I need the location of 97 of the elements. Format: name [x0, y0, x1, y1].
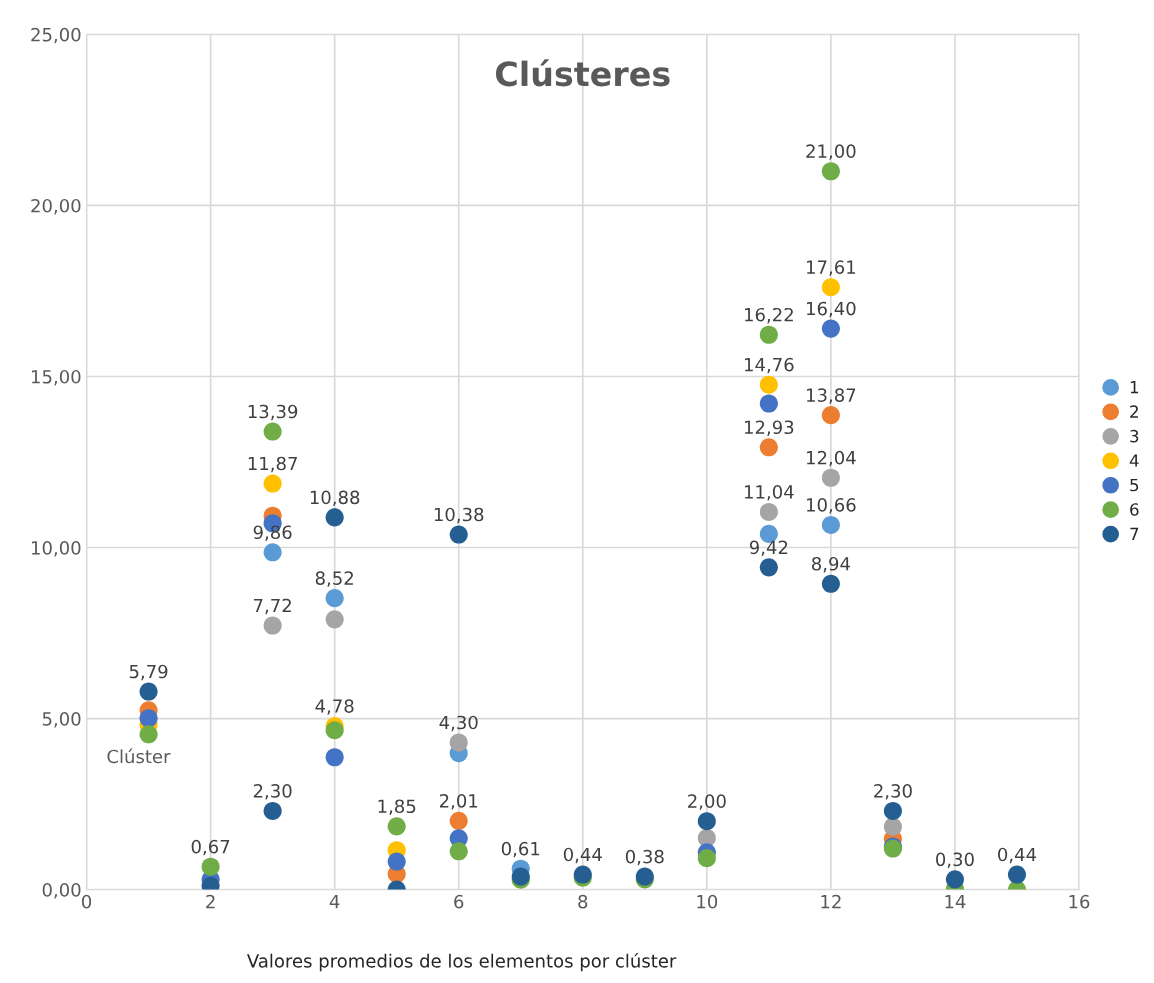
point: [759, 325, 778, 344]
point: [449, 842, 468, 861]
point: [821, 162, 840, 181]
point: [201, 857, 220, 876]
y-tick-label: 0,00: [42, 883, 81, 899]
point: [759, 375, 778, 394]
data-label: 10,66: [807, 498, 856, 514]
y-tick-label: 5,00: [42, 712, 81, 728]
legend-label: 2: [1130, 405, 1138, 418]
data-label: 8,94: [812, 556, 850, 573]
data-label: 4,30: [439, 715, 478, 732]
x-tick-label: 8: [578, 894, 588, 909]
point: [821, 515, 840, 535]
point: [325, 748, 344, 767]
point: [883, 817, 902, 836]
point: [759, 438, 778, 457]
data-label: 2,00: [688, 794, 726, 810]
x-tick-label: 6: [454, 894, 464, 909]
point: [449, 525, 468, 544]
data-label: 9,42: [749, 540, 788, 556]
data-label: 21,00: [806, 144, 856, 160]
point: [387, 852, 406, 871]
point: [1007, 865, 1027, 884]
data-label: 0,61: [501, 841, 540, 858]
x-tick-label: 16: [1069, 894, 1090, 909]
data-label: 11,87: [248, 456, 297, 473]
point: [945, 870, 964, 889]
x-tick-label: 14: [945, 895, 966, 909]
data-label: 0,38: [625, 849, 664, 866]
legend-label: 6: [1130, 503, 1139, 516]
data-label: 7,72: [254, 598, 291, 615]
point: [821, 574, 840, 593]
data-label: 4,78: [315, 699, 354, 715]
data-label: 0,44: [998, 847, 1037, 864]
point: [325, 589, 344, 608]
data-label: 9,86: [253, 525, 292, 541]
data-label: 8,52: [315, 571, 353, 587]
point: [759, 394, 778, 413]
point: [821, 406, 840, 425]
data-label: 0,30: [936, 852, 974, 868]
legend-label: 4: [1129, 454, 1139, 467]
point: [821, 319, 840, 338]
x-tick-label: 0: [82, 894, 92, 909]
x-axis-title: Valores promedios de los elementos por clúster: [247, 953, 677, 972]
y-tick-label: 20,00: [31, 198, 81, 215]
point: [387, 817, 406, 836]
point: [325, 508, 344, 527]
point: [449, 733, 468, 752]
point: [263, 801, 282, 820]
legend-label: 3: [1130, 429, 1139, 443]
data-label: 5,79: [129, 664, 168, 681]
legend-label: 5: [1130, 478, 1139, 492]
y-tick-label: 15,00: [31, 369, 81, 386]
point: [325, 721, 344, 740]
data-label: 13,87: [807, 388, 856, 404]
point: [821, 468, 840, 487]
data-label: 17,61: [807, 260, 856, 276]
point: [325, 610, 344, 629]
data-label: 13,39: [248, 404, 298, 421]
data-label: 10,38: [434, 507, 484, 524]
point: [139, 682, 158, 701]
data-label: 10,88: [310, 490, 360, 507]
data-label: 1,85: [378, 799, 416, 815]
point: [139, 725, 158, 744]
annotation: Clúster: [107, 748, 171, 764]
x-tick-label: 4: [329, 895, 340, 909]
y-tick-label: 25,00: [31, 27, 81, 44]
data-label: 12,93: [744, 420, 794, 436]
data-label: 2,30: [874, 784, 912, 800]
point: [139, 709, 158, 728]
point: [759, 502, 778, 522]
legend-label: 1: [1130, 381, 1139, 394]
point: [263, 474, 282, 493]
point: [821, 278, 840, 297]
x-tick-label: 12: [821, 894, 841, 909]
point: [883, 801, 902, 820]
data-label: 16,40: [807, 301, 856, 318]
point: [263, 422, 282, 441]
data-label: 11,04: [744, 485, 794, 501]
point: [263, 543, 282, 562]
data-label: 12,04: [807, 450, 856, 467]
point: [263, 616, 282, 635]
data-label: 16,22: [744, 307, 793, 324]
point: [697, 812, 716, 831]
data-label: 2,01: [439, 793, 478, 810]
y-tick-label: 10,00: [31, 540, 81, 557]
point: [697, 849, 716, 868]
data-label: 0,44: [563, 847, 602, 864]
data-label: 0,67: [191, 839, 230, 856]
x-tick-label: 10: [697, 894, 718, 909]
text: Clústeres: [495, 59, 670, 87]
data-label: 14,76: [744, 357, 794, 374]
legend-label: 7: [1130, 527, 1139, 540]
x-tick-label: 2: [206, 894, 215, 909]
point: [449, 811, 468, 830]
point: [759, 558, 778, 577]
data-label: 2,30: [253, 784, 292, 800]
